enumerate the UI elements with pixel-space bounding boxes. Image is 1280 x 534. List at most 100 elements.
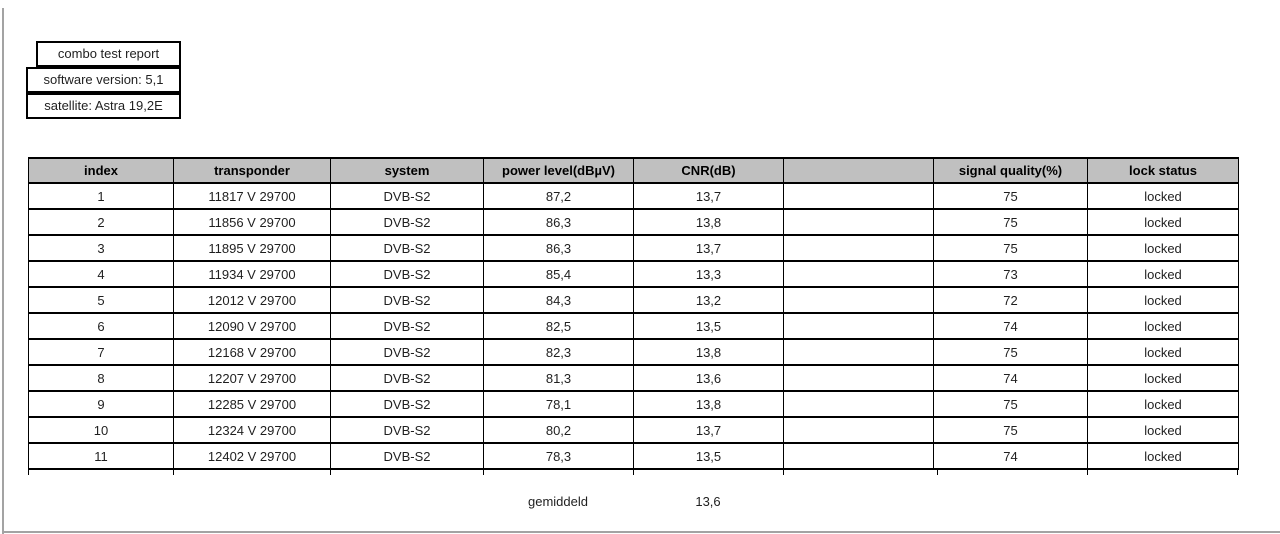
table-cell: 13,8 <box>633 390 784 418</box>
table-cell <box>783 416 934 444</box>
table-cell: 7 <box>28 338 174 366</box>
table-cell: DVB-S2 <box>330 442 484 470</box>
table-cell: 74 <box>933 364 1088 392</box>
average-cnr-value: 13,6 <box>695 494 721 509</box>
column-header-signal-quality: signal quality(%) <box>933 157 1088 184</box>
table-cell: DVB-S2 <box>330 390 484 418</box>
table-cell <box>783 286 934 314</box>
table-cell: locked <box>1087 234 1239 262</box>
column-tick <box>330 470 331 475</box>
table-cell: 1 <box>28 182 174 210</box>
table-cell: DVB-S2 <box>330 182 484 210</box>
table-cell: 13,5 <box>633 312 784 340</box>
table-cell <box>783 208 934 236</box>
table-cell <box>783 182 934 210</box>
table-row: 2 11856 V 29700 DVB-S2 86,3 13,8 75 locked <box>28 208 1239 236</box>
table-cell: 74 <box>933 442 1088 470</box>
software-version-box: software version: 5,1 <box>26 67 181 93</box>
table-row: 5 12012 V 29700 DVB-S2 84,3 13,2 72 locked <box>28 286 1239 314</box>
table-cell: DVB-S2 <box>330 364 484 392</box>
table-row: 9 12285 V 29700 DVB-S2 78,1 13,8 75 locked <box>28 390 1239 418</box>
table-cell: DVB-S2 <box>330 234 484 262</box>
table-cell: 75 <box>933 208 1088 236</box>
table-row: 7 12168 V 29700 DVB-S2 82,3 13,8 75 locked <box>28 338 1239 366</box>
table-cell: DVB-S2 <box>330 286 484 314</box>
table-cell: 85,4 <box>483 260 634 288</box>
table-cell <box>783 442 934 470</box>
table-cell: 13,7 <box>633 416 784 444</box>
column-tick <box>1087 470 1088 475</box>
table-cell: locked <box>1087 364 1239 392</box>
table-cell <box>783 260 934 288</box>
table-cell <box>783 364 934 392</box>
table-cell: locked <box>1087 286 1239 314</box>
table-cell: 74 <box>933 312 1088 340</box>
table-cell <box>783 312 934 340</box>
table-cell: 12285 V 29700 <box>173 390 331 418</box>
table-cell: 6 <box>28 312 174 340</box>
table-row: 11 12402 V 29700 DVB-S2 78,3 13,5 74 locked <box>28 442 1239 470</box>
satellite-label: satellite: Astra 19,2E <box>44 98 163 113</box>
table-cell: locked <box>1087 182 1239 210</box>
column-header-index: index <box>28 157 174 184</box>
table-cell: 2 <box>28 208 174 236</box>
page-bottom-edge <box>2 531 1280 533</box>
table-cell: locked <box>1087 442 1239 470</box>
column-tick <box>633 470 634 475</box>
table-cell: 13,2 <box>633 286 784 314</box>
table-cell: DVB-S2 <box>330 416 484 444</box>
table-cell: locked <box>1087 416 1239 444</box>
table-row: 4 11934 V 29700 DVB-S2 85,4 13,3 73 locked <box>28 260 1239 288</box>
table-cell: DVB-S2 <box>330 208 484 236</box>
report-title-box: combo test report <box>36 41 181 67</box>
table-cell: 13,8 <box>633 208 784 236</box>
table-cell: 72 <box>933 286 1088 314</box>
column-tick <box>28 470 29 475</box>
table-cell: 78,1 <box>483 390 634 418</box>
table-cell: 82,3 <box>483 338 634 366</box>
test-report-table: index transponder system power level(dBµ… <box>28 157 1239 470</box>
table-row: 3 11895 V 29700 DVB-S2 86,3 13,7 75 locked <box>28 234 1239 262</box>
table-cell: 82,5 <box>483 312 634 340</box>
table-cell: 12402 V 29700 <box>173 442 331 470</box>
table-cell <box>783 234 934 262</box>
table-cell: locked <box>1087 338 1239 366</box>
satellite-box: satellite: Astra 19,2E <box>26 93 181 119</box>
table-cell: locked <box>1087 312 1239 340</box>
column-header-lock-status: lock status <box>1087 157 1239 184</box>
table-cell: 8 <box>28 364 174 392</box>
table-cell: 13,6 <box>633 364 784 392</box>
column-header-blank <box>783 157 934 184</box>
column-tick <box>937 470 938 475</box>
table-cell: 80,2 <box>483 416 634 444</box>
average-label: gemiddeld <box>528 494 588 509</box>
table-cell: DVB-S2 <box>330 260 484 288</box>
table-row: 6 12090 V 29700 DVB-S2 82,5 13,5 74 locked <box>28 312 1239 340</box>
column-header-transponder: transponder <box>173 157 331 184</box>
table-cell: 73 <box>933 260 1088 288</box>
table-cell: 12090 V 29700 <box>173 312 331 340</box>
table-row: 8 12207 V 29700 DVB-S2 81,3 13,6 74 locked <box>28 364 1239 392</box>
table-cell: locked <box>1087 390 1239 418</box>
table-cell: 13,7 <box>633 234 784 262</box>
column-header-system: system <box>330 157 484 184</box>
software-version-label: software version: 5,1 <box>43 72 164 87</box>
table-cell <box>783 390 934 418</box>
header-row: index transponder system power level(dBµ… <box>28 157 1239 184</box>
table-cell <box>783 338 934 366</box>
table-cell: DVB-S2 <box>330 338 484 366</box>
table-cell: 4 <box>28 260 174 288</box>
table-cell: 13,5 <box>633 442 784 470</box>
table-cell: 11 <box>28 442 174 470</box>
table-cell: 84,3 <box>483 286 634 314</box>
table-cell: 11817 V 29700 <box>173 182 331 210</box>
table-cell: 13,3 <box>633 260 784 288</box>
table-cell: 75 <box>933 416 1088 444</box>
table-cell: 12168 V 29700 <box>173 338 331 366</box>
table-cell: locked <box>1087 260 1239 288</box>
column-tick <box>483 470 484 475</box>
column-header-power-level: power level(dBµV) <box>483 157 634 184</box>
table-cell: 87,2 <box>483 182 634 210</box>
table-row: 1 11817 V 29700 DVB-S2 87,2 13,7 75 locked <box>28 182 1239 210</box>
